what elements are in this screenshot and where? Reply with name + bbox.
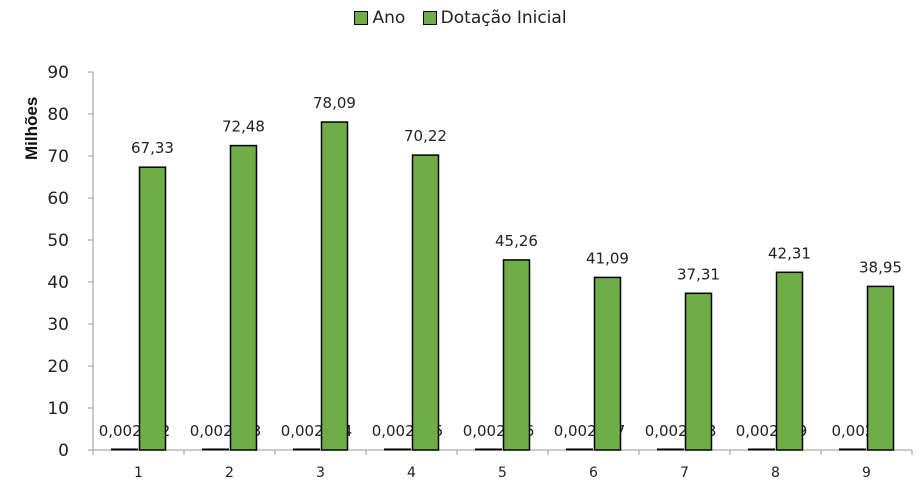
bar-dotacao-inicial	[411, 154, 440, 451]
bar-ano	[839, 448, 866, 451]
x-tick-label: 4	[407, 465, 416, 481]
bar-ano	[111, 448, 138, 451]
y-tick-label: 80	[47, 105, 69, 125]
legend-item-ano: Ano	[354, 8, 405, 28]
y-tick-label: 30	[47, 315, 69, 335]
bar-dotacao-inicial	[775, 271, 804, 451]
data-label-dotacao: 72,48	[222, 118, 265, 136]
bar-ano	[293, 448, 320, 451]
bar-dotacao-inicial	[138, 166, 167, 451]
bar-ano	[566, 448, 593, 451]
legend-swatch-dotacao	[422, 11, 437, 25]
chart-legend: Ano Dotação Inicial	[0, 8, 921, 30]
x-tick-label: 3	[316, 465, 325, 481]
bar-ano	[475, 448, 502, 451]
bar-ano	[202, 448, 229, 451]
x-tick-label: 9	[862, 465, 871, 481]
y-tick-label: 70	[47, 147, 69, 167]
y-tick-label: 40	[47, 273, 69, 293]
data-label-dotacao: 41,09	[586, 249, 629, 267]
data-label-dotacao: 42,31	[768, 244, 811, 262]
bar-dotacao-inicial	[684, 292, 713, 451]
x-tick-label: 8	[771, 465, 780, 481]
data-label-dotacao: 78,09	[313, 94, 356, 112]
y-tick-label: 50	[47, 231, 69, 251]
y-tick-label: 90	[47, 63, 69, 83]
bar-dotacao-inicial	[593, 276, 622, 451]
bar-ano	[748, 448, 775, 451]
y-tick-label: 0	[58, 441, 69, 461]
data-label-dotacao: 38,95	[859, 258, 902, 276]
y-tick-label: 20	[47, 357, 69, 377]
x-tick-label: 6	[589, 465, 598, 481]
bar-dotacao-inicial	[502, 259, 531, 451]
legend-label-dotacao: Dotação Inicial	[440, 8, 567, 28]
legend-label-ano: Ano	[372, 8, 406, 28]
x-tick-label: 7	[680, 465, 689, 481]
bar-dotacao-inicial	[229, 144, 258, 451]
x-tick-label: 1	[134, 465, 143, 481]
data-label-dotacao: 37,31	[677, 265, 720, 283]
data-label-dotacao: 70,22	[404, 127, 447, 145]
legend-swatch-ano	[354, 11, 369, 25]
x-tick-label: 2	[225, 465, 234, 481]
data-label-dotacao: 45,26	[495, 232, 538, 250]
x-tick-label: 5	[498, 465, 507, 481]
bar-dotacao-inicial	[320, 121, 349, 451]
y-tick-label: 60	[47, 189, 69, 209]
legend-item-dotacao: Dotação Inicial	[422, 8, 567, 28]
bar-dotacao-inicial	[866, 285, 895, 451]
data-label-dotacao: 67,33	[131, 139, 174, 157]
bar-ano	[657, 448, 684, 451]
y-tick-label: 10	[47, 399, 69, 419]
bar-ano	[384, 448, 411, 451]
